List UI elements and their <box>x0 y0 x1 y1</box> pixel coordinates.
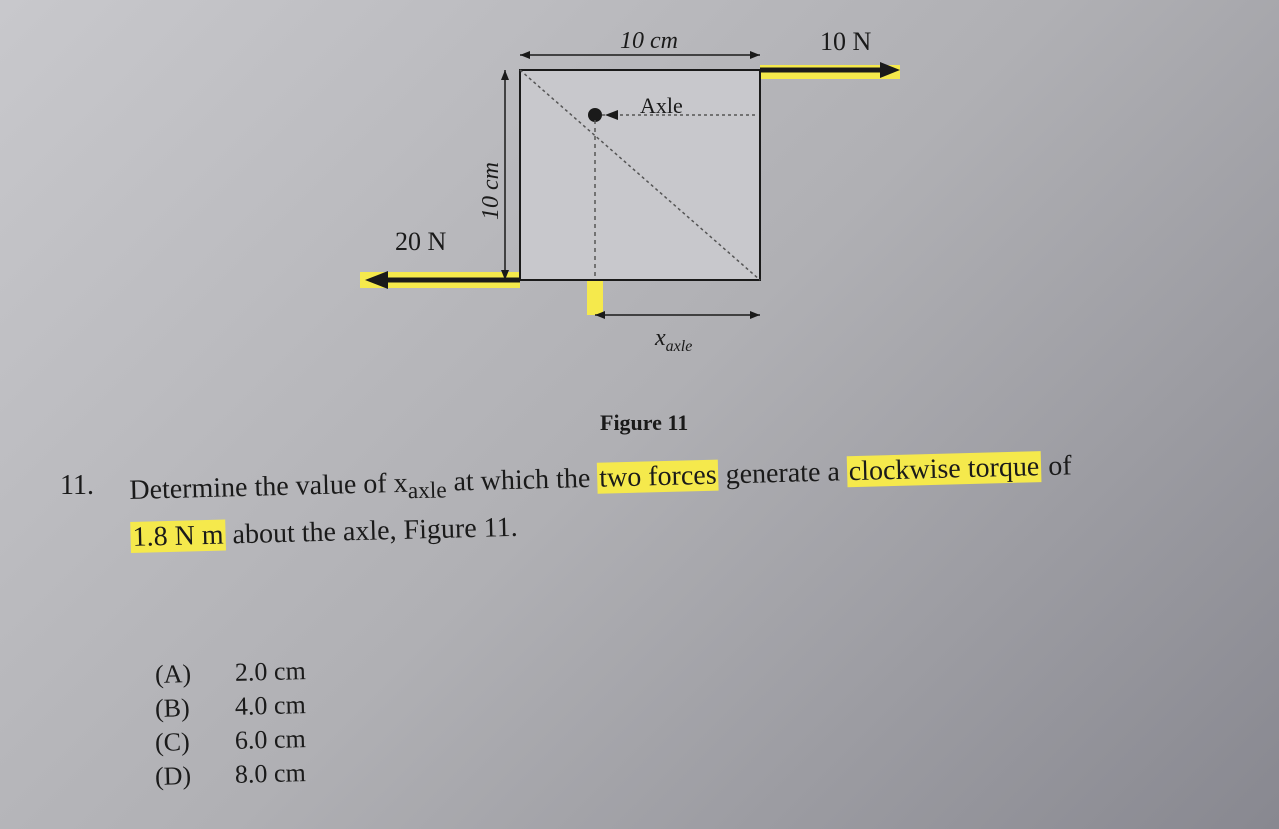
q-hl-clockwise: clockwise torque <box>846 451 1041 487</box>
figure-caption: Figure 11 <box>600 410 688 436</box>
q-text-mid2: generate a <box>718 456 847 490</box>
q-hl-value: 1.8 N m <box>130 519 226 552</box>
question-number: 11. <box>40 470 130 502</box>
option-letter: (D) <box>155 760 236 792</box>
force-20n-label: 20 N <box>395 227 447 256</box>
option-letter: (A) <box>155 658 236 690</box>
option-letter: (B) <box>155 692 236 724</box>
q-text-mid3: of <box>1041 450 1072 482</box>
figure-11-diagram: 10 cm 10 cm 10 N 20 N Axle xaxle <box>340 20 940 400</box>
q-text-sub: axle <box>407 477 447 504</box>
axle-label: Axle <box>640 93 683 118</box>
q-text-pre: Determine the value of x <box>129 468 408 506</box>
option-c: (C) 6.0 cm <box>155 724 306 758</box>
question-block: 11. Determine the value of xaxle at whic… <box>40 470 1239 559</box>
option-d: (D) 8.0 cm <box>155 758 306 792</box>
diagram-svg: 10 cm 10 cm 10 N 20 N Axle xaxle <box>340 20 940 400</box>
option-value: 4.0 cm <box>235 690 307 722</box>
x-axle-label: xaxle <box>654 325 692 355</box>
option-b: (B) 4.0 cm <box>155 690 306 724</box>
option-value: 2.0 cm <box>235 656 307 688</box>
options-list: (A) 2.0 cm (B) 4.0 cm (C) 6.0 cm (D) 8.0… <box>155 660 306 796</box>
q-text-end: about the axle, Figure 11. <box>225 511 518 550</box>
option-value: 6.0 cm <box>235 724 307 756</box>
option-letter: (C) <box>155 726 236 758</box>
option-a: (A) 2.0 cm <box>155 656 306 690</box>
force-10n-label: 10 N <box>820 27 872 56</box>
q-hl-two-forces: two forces <box>597 460 719 494</box>
dim-left-label: 10 cm <box>478 162 504 220</box>
question-text: Determine the value of xaxle at which th… <box>129 441 1240 559</box>
q-text-mid1: at which the <box>446 463 598 498</box>
dim-top-label: 10 cm <box>620 28 678 54</box>
option-value: 8.0 cm <box>235 758 307 790</box>
